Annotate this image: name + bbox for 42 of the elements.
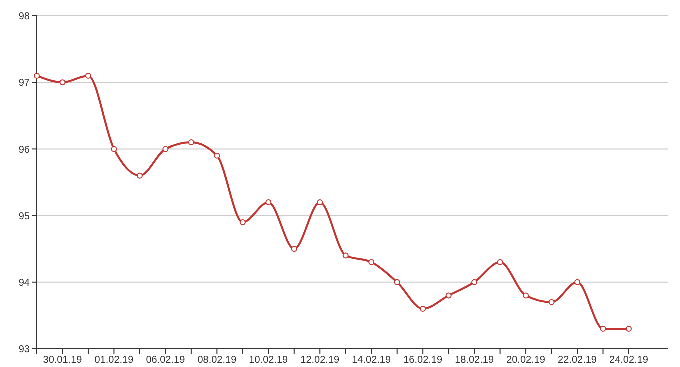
point	[420, 306, 426, 312]
y-tick-label: 97	[18, 78, 30, 90]
point	[162, 146, 169, 152]
point	[136, 172, 143, 179]
point	[574, 279, 581, 286]
x-tick-label: 24.02.19	[610, 355, 649, 366]
x-tick-label: 01.02.19	[94, 355, 134, 366]
point	[368, 259, 375, 266]
point	[317, 199, 324, 206]
point	[497, 259, 504, 266]
x-tick-label: 12.02.19	[300, 355, 340, 366]
x-tick-label: 16.02.19	[404, 355, 443, 366]
x-tick-label: 30.01.19	[43, 355, 83, 366]
y-tick-label: 95	[18, 211, 30, 222]
point	[266, 199, 272, 206]
point	[626, 326, 632, 332]
x-tick-label: 22.02.19	[558, 355, 598, 366]
point	[111, 146, 118, 152]
point	[446, 292, 452, 299]
x-tick-label: 06.02.19	[146, 355, 186, 366]
point	[240, 219, 246, 226]
point	[60, 80, 66, 86]
point	[548, 299, 555, 306]
y-tick-label: 93	[18, 344, 30, 356]
x-tick-label: 20.02.19	[506, 355, 546, 366]
point	[34, 72, 40, 79]
point	[214, 152, 220, 159]
x-tick-label: 18.02.19	[455, 355, 494, 366]
y-tick-label: 96	[18, 144, 30, 156]
point	[394, 279, 400, 286]
x-tick-label: 14.02.19	[352, 355, 392, 366]
point	[342, 252, 349, 259]
x-tick-label: 08.02.19	[198, 355, 238, 366]
x-tick-label: 10.02.19	[249, 355, 289, 366]
point	[291, 246, 298, 252]
y-tick-label: 94	[18, 278, 30, 289]
point	[600, 326, 606, 332]
point	[188, 140, 194, 146]
y-tick-label: 98	[18, 12, 30, 23]
point	[85, 72, 92, 79]
point	[472, 279, 478, 286]
point	[523, 292, 530, 299]
